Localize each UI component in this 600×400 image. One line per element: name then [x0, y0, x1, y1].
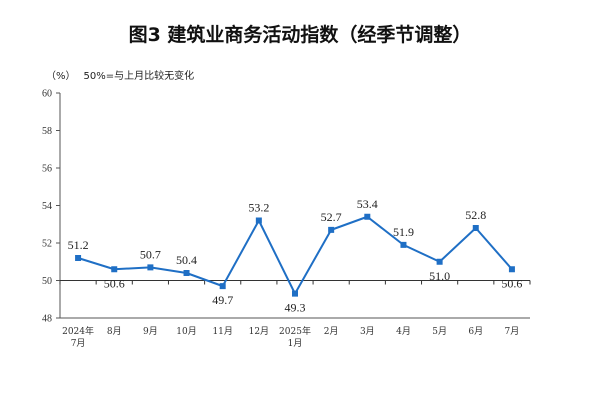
data-point: [255, 217, 262, 224]
data-label: 53.4: [357, 197, 378, 211]
data-point: [147, 264, 154, 271]
data-label: 50.6: [501, 276, 522, 290]
data-point: [292, 290, 298, 297]
x-tick-label: 10月: [176, 326, 196, 337]
data-point: [183, 270, 190, 276]
data-label: 50.4: [176, 253, 197, 267]
data-label: 52.8: [465, 208, 486, 222]
data-point: [75, 255, 82, 261]
y-tick-label: 60: [42, 89, 52, 100]
data-label: 51.9: [393, 225, 414, 239]
data-label: 53.2: [248, 201, 269, 215]
x-tick-label: 12月: [249, 326, 269, 337]
data-point: [436, 258, 443, 265]
data-label: 49.7: [212, 293, 233, 307]
x-tick-label: 9月: [143, 326, 158, 337]
data-label: 50.7: [140, 247, 161, 261]
x-tick-label: 7月: [71, 338, 86, 349]
reference-note: 50%=与上月比较无变化: [83, 71, 195, 82]
x-tick-label: 2025年: [279, 325, 311, 337]
data-point: [508, 266, 515, 273]
data-label: 51.2: [68, 238, 89, 252]
y-tick-label: 54: [42, 201, 52, 212]
data-point: [364, 213, 371, 220]
chart-title: 图3 建筑业商务活动指数（经季节调整）: [128, 24, 472, 46]
unit-label: （%）: [46, 71, 76, 82]
x-tick-label: 1月: [288, 338, 303, 349]
data-point: [219, 283, 226, 290]
y-tick-label: 52: [42, 239, 52, 250]
data-point: [472, 225, 479, 231]
y-tick-label: 58: [42, 126, 52, 137]
x-tick-label: 5月: [432, 326, 447, 337]
x-tick-label: 2024年: [62, 325, 94, 337]
data-point: [400, 241, 407, 248]
data-label: 51.0: [429, 269, 450, 283]
y-tick-label: 48: [42, 314, 52, 325]
data-point: [111, 266, 118, 273]
data-label: 49.3: [285, 301, 306, 315]
x-tick-label: 2月: [324, 326, 339, 337]
chart-note: （%） 50%=与上月比较无变化: [46, 67, 202, 82]
y-tick-label: 56: [42, 164, 52, 175]
x-tick-label: 6月: [468, 326, 483, 337]
data-label: 50.6: [104, 276, 125, 290]
x-tick-label: 3月: [360, 326, 375, 337]
x-tick-label: 4月: [396, 326, 411, 337]
data-label: 52.7: [321, 210, 342, 224]
x-tick-label: 11月: [212, 326, 232, 337]
y-tick-label: 50: [42, 276, 52, 287]
data-point: [328, 226, 335, 233]
x-tick-label: 7月: [505, 326, 520, 337]
x-tick-label: 8月: [107, 326, 122, 337]
